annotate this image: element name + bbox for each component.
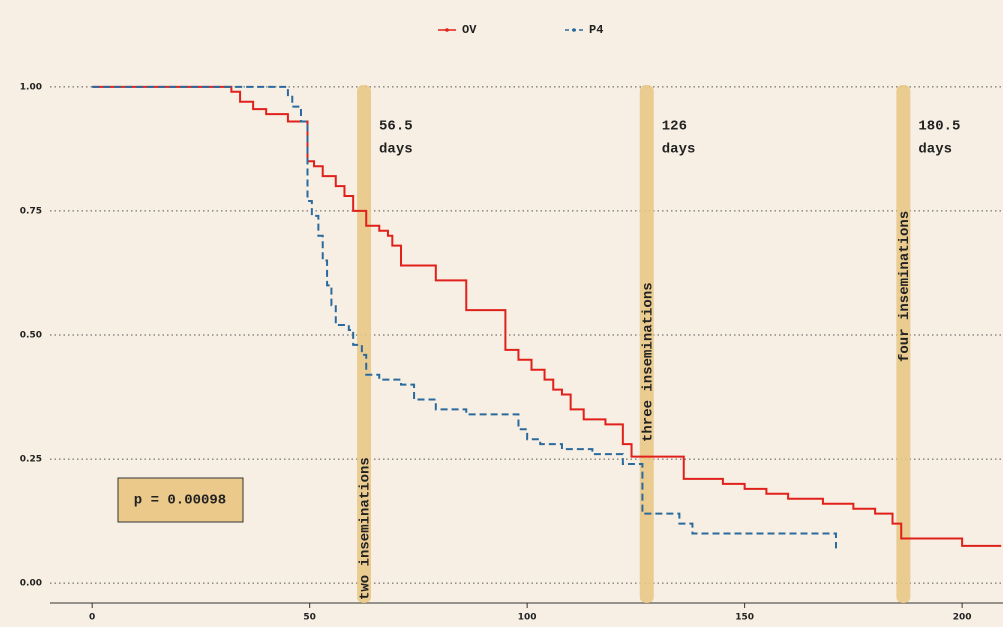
legend-label: P4 [589, 23, 603, 37]
annotation-label: 56.5 [379, 119, 413, 135]
legend-marker [572, 28, 576, 32]
annotation-text: two inseminations [358, 457, 374, 600]
x-tick-label: 0 [89, 613, 95, 623]
legend-label: OV [462, 23, 477, 37]
x-tick-label: 200 [953, 613, 972, 623]
x-tick-label: 150 [735, 613, 754, 623]
annotation-label: days [662, 142, 696, 158]
annotation-label: days [379, 142, 413, 158]
annotation-label: days [918, 142, 952, 158]
annotation-band [357, 85, 372, 603]
legend-marker [445, 28, 449, 32]
p-value: p = 0.00098 [134, 493, 226, 509]
y-tick-label: 1.00 [20, 82, 42, 92]
survival-line [92, 85, 837, 549]
annotation-label: 126 [662, 119, 687, 135]
y-tick-label: 0.75 [20, 206, 42, 216]
survival-line [92, 85, 1002, 547]
x-tick-label: 100 [518, 613, 537, 623]
x-tick-label: 50 [303, 613, 316, 623]
y-tick-label: 0.50 [20, 330, 42, 340]
annotation-label: 180.5 [918, 119, 960, 135]
annotation-text: three inseminations [640, 282, 656, 442]
p-value-box [117, 477, 244, 523]
annotation-band [896, 85, 911, 603]
y-tick-label: 0.25 [20, 455, 42, 465]
annotation-text: four inseminations [897, 211, 913, 362]
y-tick-label: 0.00 [20, 579, 42, 589]
